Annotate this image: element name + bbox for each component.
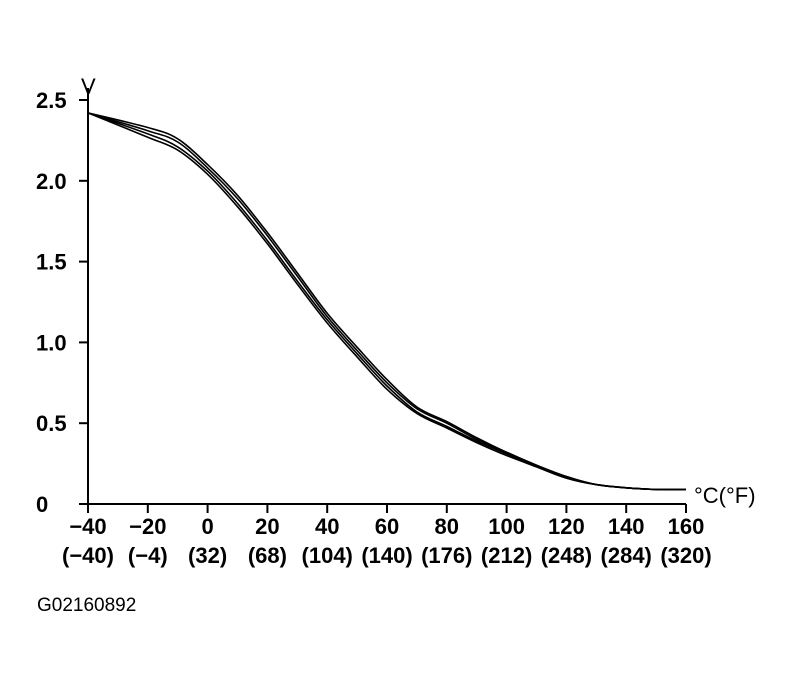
x-tick-label-f: (32)	[188, 543, 227, 568]
x-tick-label-f: (248)	[541, 543, 592, 568]
x-tick-label-f: (284)	[601, 543, 652, 568]
x-tick-label: 100	[488, 514, 525, 539]
x-tick-label: −20	[129, 514, 166, 539]
y-tick-label: 0.5	[36, 411, 67, 436]
series-line	[87, 112, 687, 491]
x-tick-label: 0	[201, 514, 213, 539]
x-tick-label: 20	[255, 514, 279, 539]
figure-id: G02160892	[37, 595, 136, 616]
y-tick-label: 2.0	[36, 169, 67, 194]
series-line	[87, 112, 687, 491]
x-tick-label-f: (212)	[481, 543, 532, 568]
y-tick-label: 1.5	[36, 250, 67, 275]
x-tick-label-f: (176)	[421, 543, 472, 568]
x-tick-label-f: (−40)	[62, 543, 114, 568]
y-ticks: 0 0.5 1.0 1.5 2.0 2.5	[36, 88, 88, 517]
y-tick-label: 0	[36, 492, 48, 517]
x-unit-label: °C(°F)	[694, 483, 756, 508]
series-line	[87, 112, 687, 491]
y-tick-label: 2.5	[36, 88, 67, 113]
x-tick-label-f: (68)	[248, 543, 287, 568]
y-tick-label: 1.0	[36, 330, 67, 355]
x-tick-label-f: (−4)	[128, 543, 168, 568]
x-tick-label: 40	[315, 514, 339, 539]
series-group	[87, 112, 687, 491]
x-tick-label: 140	[608, 514, 645, 539]
x-tick-label-f: (140)	[361, 543, 412, 568]
y-unit-label: V	[81, 74, 96, 99]
x-ticks: −40 (−40) −20 (−4) 0 (32) 20 (68) 40 (104) 60 (140)…	[62, 504, 712, 568]
x-tick-label: 120	[548, 514, 585, 539]
x-tick-label: −40	[69, 514, 106, 539]
x-tick-label-f: (320)	[660, 543, 711, 568]
x-tick-label-f: (104)	[302, 543, 353, 568]
x-tick-label: 160	[668, 514, 705, 539]
series-line	[87, 112, 687, 491]
x-tick-label: 80	[435, 514, 459, 539]
x-tick-label: 60	[375, 514, 399, 539]
